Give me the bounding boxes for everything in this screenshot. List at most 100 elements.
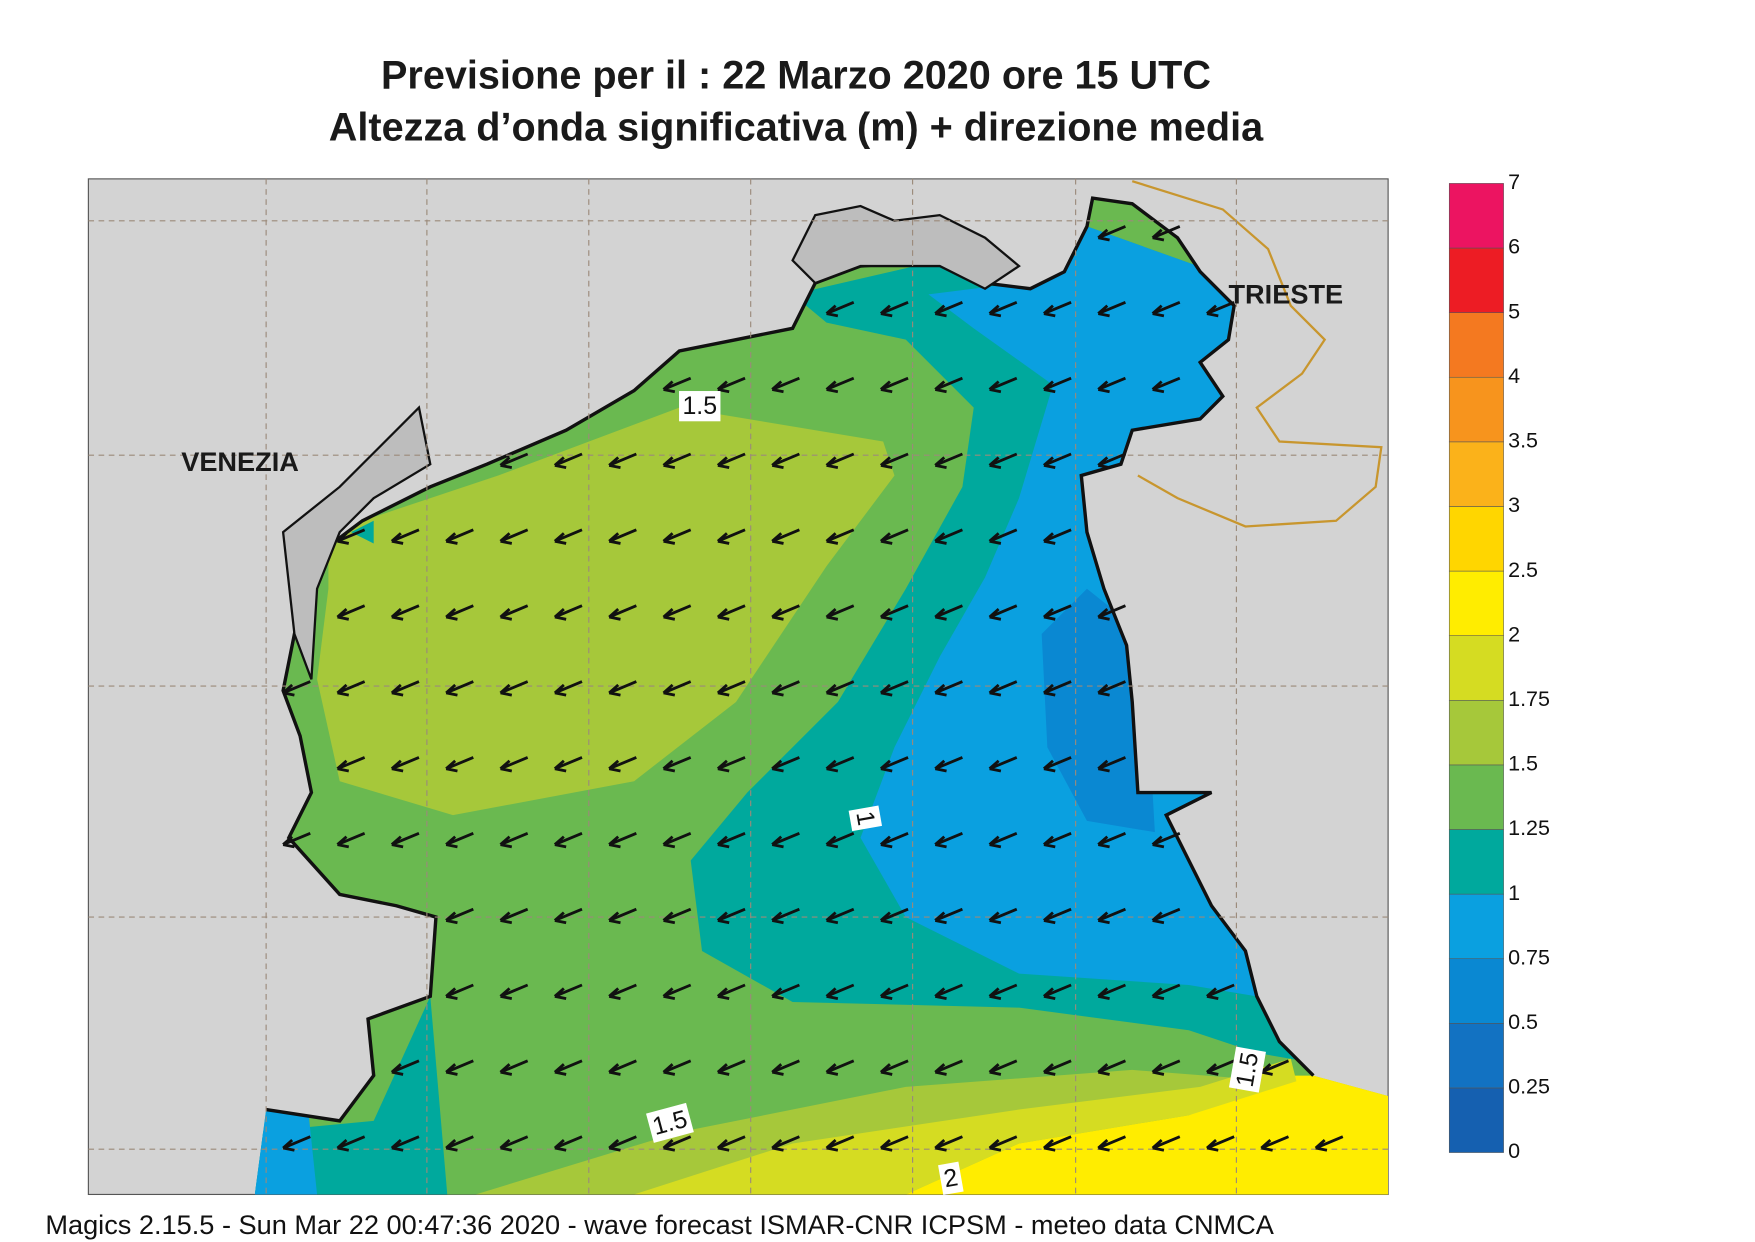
arrow <box>390 604 420 621</box>
arrow <box>1097 756 1126 773</box>
arrow <box>1042 1059 1072 1076</box>
colorbar-label: 0 <box>1508 1139 1520 1163</box>
contour-label: 1.5 <box>646 1102 694 1143</box>
arrow <box>934 1059 963 1076</box>
arrow <box>934 376 963 394</box>
arrow <box>445 756 474 773</box>
arrow <box>988 300 1018 318</box>
arrow <box>1042 528 1072 545</box>
arrow <box>662 831 692 849</box>
arrow <box>879 604 909 621</box>
arrow <box>879 300 909 318</box>
colorbar-label: 1.5 <box>1508 752 1538 776</box>
arrow <box>1097 831 1126 849</box>
arrow <box>825 680 855 697</box>
contour-value: 1.5 <box>1231 1050 1265 1089</box>
place-label: VENEZIA <box>181 446 299 477</box>
arrow <box>1097 907 1126 925</box>
arrow <box>336 831 366 849</box>
arrow <box>879 680 909 697</box>
arrow <box>282 831 311 849</box>
arrow <box>988 907 1018 925</box>
arrow <box>1206 1059 1235 1076</box>
arrow <box>608 604 637 621</box>
arrow <box>553 907 583 925</box>
arrow <box>771 756 800 773</box>
arrow <box>662 756 692 773</box>
arrow <box>445 907 474 925</box>
arrow <box>879 1059 909 1076</box>
border <box>1131 180 1383 528</box>
arrow <box>771 528 800 545</box>
arrow <box>608 680 637 697</box>
arrow <box>988 756 1018 773</box>
arrow <box>1151 300 1181 318</box>
arrow <box>716 1059 746 1076</box>
arrow <box>445 1135 474 1152</box>
arrow <box>1151 907 1181 925</box>
arrow <box>825 756 855 773</box>
arrow <box>553 528 583 545</box>
arrow <box>499 1059 529 1076</box>
arrow <box>1042 907 1072 925</box>
colorbar-label: 6 <box>1508 235 1520 259</box>
arrow <box>716 528 746 545</box>
arrow <box>771 452 800 469</box>
arrow <box>499 756 529 773</box>
colorbar: 0 0.25 0.5 0.75 1 1.25 1.5 1.75 2 2.5 3 3.5 4 5 6 7 <box>1448 170 1550 1163</box>
arrow <box>1097 376 1126 394</box>
arrow <box>988 831 1018 849</box>
subtitle: Altezza d’onda significativa (m) + direz… <box>329 105 1264 149</box>
arrow <box>934 452 963 469</box>
arrow <box>934 756 963 773</box>
arrow <box>662 528 692 545</box>
arrow <box>879 831 909 849</box>
arrow <box>1042 1135 1072 1152</box>
arrow <box>662 1059 692 1076</box>
arrow <box>879 528 909 545</box>
arrow <box>445 1059 474 1076</box>
arrow <box>825 452 855 469</box>
arrow <box>825 907 855 925</box>
arrow <box>716 376 746 394</box>
arrow <box>445 604 474 621</box>
arrow <box>1097 1135 1126 1152</box>
arrow <box>825 983 855 1000</box>
arrow <box>988 680 1018 697</box>
arrow <box>499 907 529 925</box>
arrow <box>771 983 800 1000</box>
arrow <box>608 907 637 925</box>
arrow <box>825 1135 855 1152</box>
arrow <box>988 983 1018 1000</box>
arrow <box>553 1135 583 1152</box>
arrow <box>662 604 692 621</box>
arrow <box>988 604 1018 621</box>
arrow <box>1042 604 1072 621</box>
arrow <box>934 300 963 318</box>
arrow <box>1097 452 1126 469</box>
contour-label: 1.5 <box>679 391 721 422</box>
arrow <box>662 376 692 394</box>
arrow <box>336 680 366 697</box>
arrow <box>934 983 963 1000</box>
arrow <box>1097 300 1126 318</box>
arrow <box>553 604 583 621</box>
arrow <box>771 376 800 394</box>
arrow <box>553 680 583 697</box>
arrow <box>771 680 800 697</box>
contour-labels: 1.5 1 1.5 1.5 2 <box>646 391 1266 1196</box>
arrow <box>825 300 855 318</box>
arrow <box>716 831 746 849</box>
arrow <box>1151 983 1181 1000</box>
colorbar-bin <box>1448 700 1504 766</box>
colorbar-label: 1.25 <box>1508 816 1550 840</box>
arrow <box>445 528 474 545</box>
arrow <box>1097 680 1126 697</box>
arrow <box>499 452 529 469</box>
arrow <box>879 1135 909 1152</box>
arrow <box>988 452 1018 469</box>
arrow <box>934 604 963 621</box>
colorbar-label: 2 <box>1508 622 1520 646</box>
arrow <box>1206 1135 1235 1152</box>
